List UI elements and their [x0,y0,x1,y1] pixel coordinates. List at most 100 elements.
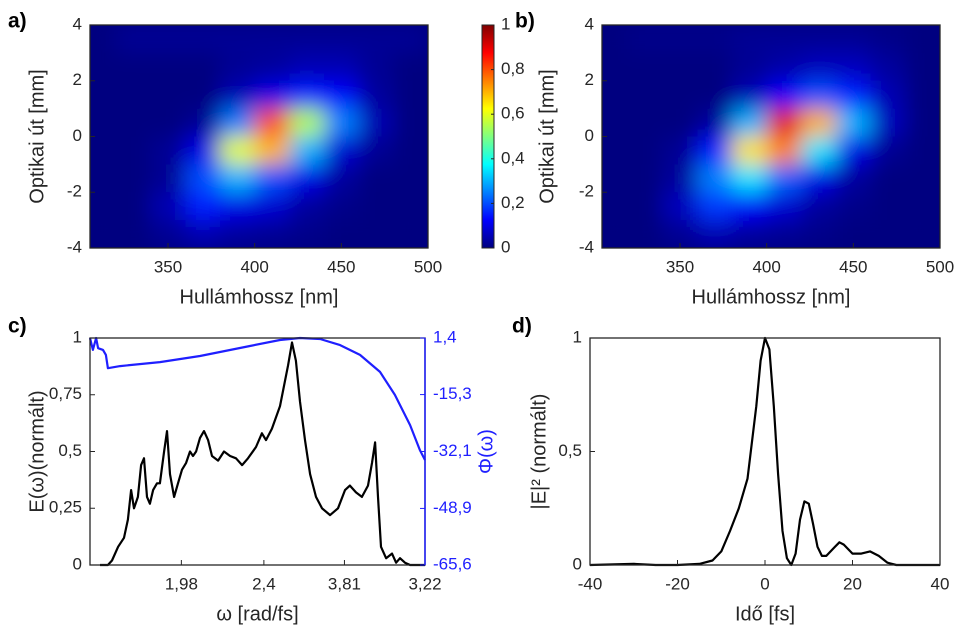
heatmap-cell [905,136,940,165]
y-axis-label: Optikai út [mm] [536,69,558,203]
heatmap-cell [766,108,802,137]
heatmap-cell [358,80,394,110]
y2-axis-label: Φ(ω) [475,429,497,474]
y-tick-label: 0,25 [49,498,82,517]
heatmap-cell [150,136,186,165]
heatmap-cell [697,25,733,54]
x-tick-label: 3,22 [408,574,441,593]
y-axis-label: E(ω)(normált) [26,390,48,512]
heatmap-cell [801,136,837,165]
heatmap-cell [150,80,186,110]
heatmap-cell [324,164,360,193]
heatmap-cell [905,220,940,248]
heatmap-cell [732,80,768,110]
heatmap-cell [836,52,872,82]
heatmap-cell [220,108,256,137]
x-tick-label: 0 [760,574,769,593]
heatmap-cell [602,25,629,54]
heatmap-cell [358,108,394,137]
heatmap-cell [393,136,428,165]
heatmap-cell [732,136,768,165]
heatmap-cell [766,164,802,193]
heatmap-cell [185,192,221,221]
heatmap-cell [90,52,117,82]
heatmap-cell [801,164,837,193]
heatmap-cell [289,192,325,221]
heatmap-cell [254,52,290,82]
heatmap-cell [220,164,256,193]
heatmap-cell [766,25,802,54]
heatmap-cell [90,80,117,110]
heatmap-cell [766,220,802,248]
y-tick-label: 1 [73,327,82,346]
heatmap-cell [870,164,906,193]
heatmap-cell [602,164,629,193]
heatmap-cell [116,192,152,221]
heatmap-cell [870,220,906,248]
heatmap-cell [662,108,698,137]
heatmap-cell [220,192,256,221]
colorbar-tick-label: 0 [501,237,510,256]
heatmap-cell [662,164,698,193]
heatmap-cell [254,80,290,110]
heatmap-cell [836,164,872,193]
heatmap-cell [324,52,360,82]
y2-tick-label: -32,1 [433,441,472,460]
heatmap-cell [628,108,664,137]
heatmap-cell [732,25,768,54]
x-tick-label: 500 [414,257,442,276]
heatmap-cell [905,108,940,137]
heatmap-cell [628,136,664,165]
heatmap-cell [358,136,394,165]
heatmap-cell [393,108,428,137]
y-tick-label: 2 [73,70,82,89]
heatmap-cell [393,80,428,110]
panel-label: b) [515,10,535,33]
heatmap-cell [254,136,290,165]
x-tick-label: 40 [931,574,950,593]
y2-tick-label: 1,4 [433,327,457,346]
x-tick-label: 350 [154,257,182,276]
y-tick-label: 4 [585,14,594,33]
x-tick-label: 2,4 [252,574,276,593]
heatmap-cell [836,192,872,221]
colorbar-tick-label: 0,8 [501,59,525,78]
x-tick-label: 450 [839,257,867,276]
heatmap-cell [905,80,940,110]
heatmap-cell [732,108,768,137]
heatmap-cell [185,52,221,82]
heatmap-cell [289,25,325,54]
x-tick-label: 350 [666,257,694,276]
heatmap-cell [905,25,940,54]
heatmap-cell [254,108,290,137]
x-tick-label: 1,98 [165,574,198,593]
heatmap-cell [870,136,906,165]
colorbar [481,24,495,249]
heatmap-cell [628,80,664,110]
heatmap-cell [697,136,733,165]
heatmap-cell [289,108,325,137]
panel-label: a) [8,10,27,33]
heatmap-cell [732,192,768,221]
heatmap-cell [185,220,221,248]
heatmap-cell [801,108,837,137]
heatmap-cell [766,52,802,82]
panel-label: c) [8,315,27,338]
heatmap-cell [662,25,698,54]
heatmap-cell [801,25,837,54]
heatmap-cell [393,220,428,248]
heatmap-cell [905,52,940,82]
heatmap-cell [254,220,290,248]
heatmap-cell [801,220,837,248]
heatmap-cell [254,25,290,54]
heatmap-cell [116,80,152,110]
heatmap-cell [801,192,837,221]
heatmap-cell [116,164,152,193]
heatmap-cell [358,164,394,193]
heatmap-cell [870,80,906,110]
colorbar-tick-label: 0,2 [501,193,525,212]
heatmap-cell [185,80,221,110]
heatmap-cell [185,25,221,54]
y-tick-label: -2 [579,182,594,201]
heatmap-cell [662,192,698,221]
